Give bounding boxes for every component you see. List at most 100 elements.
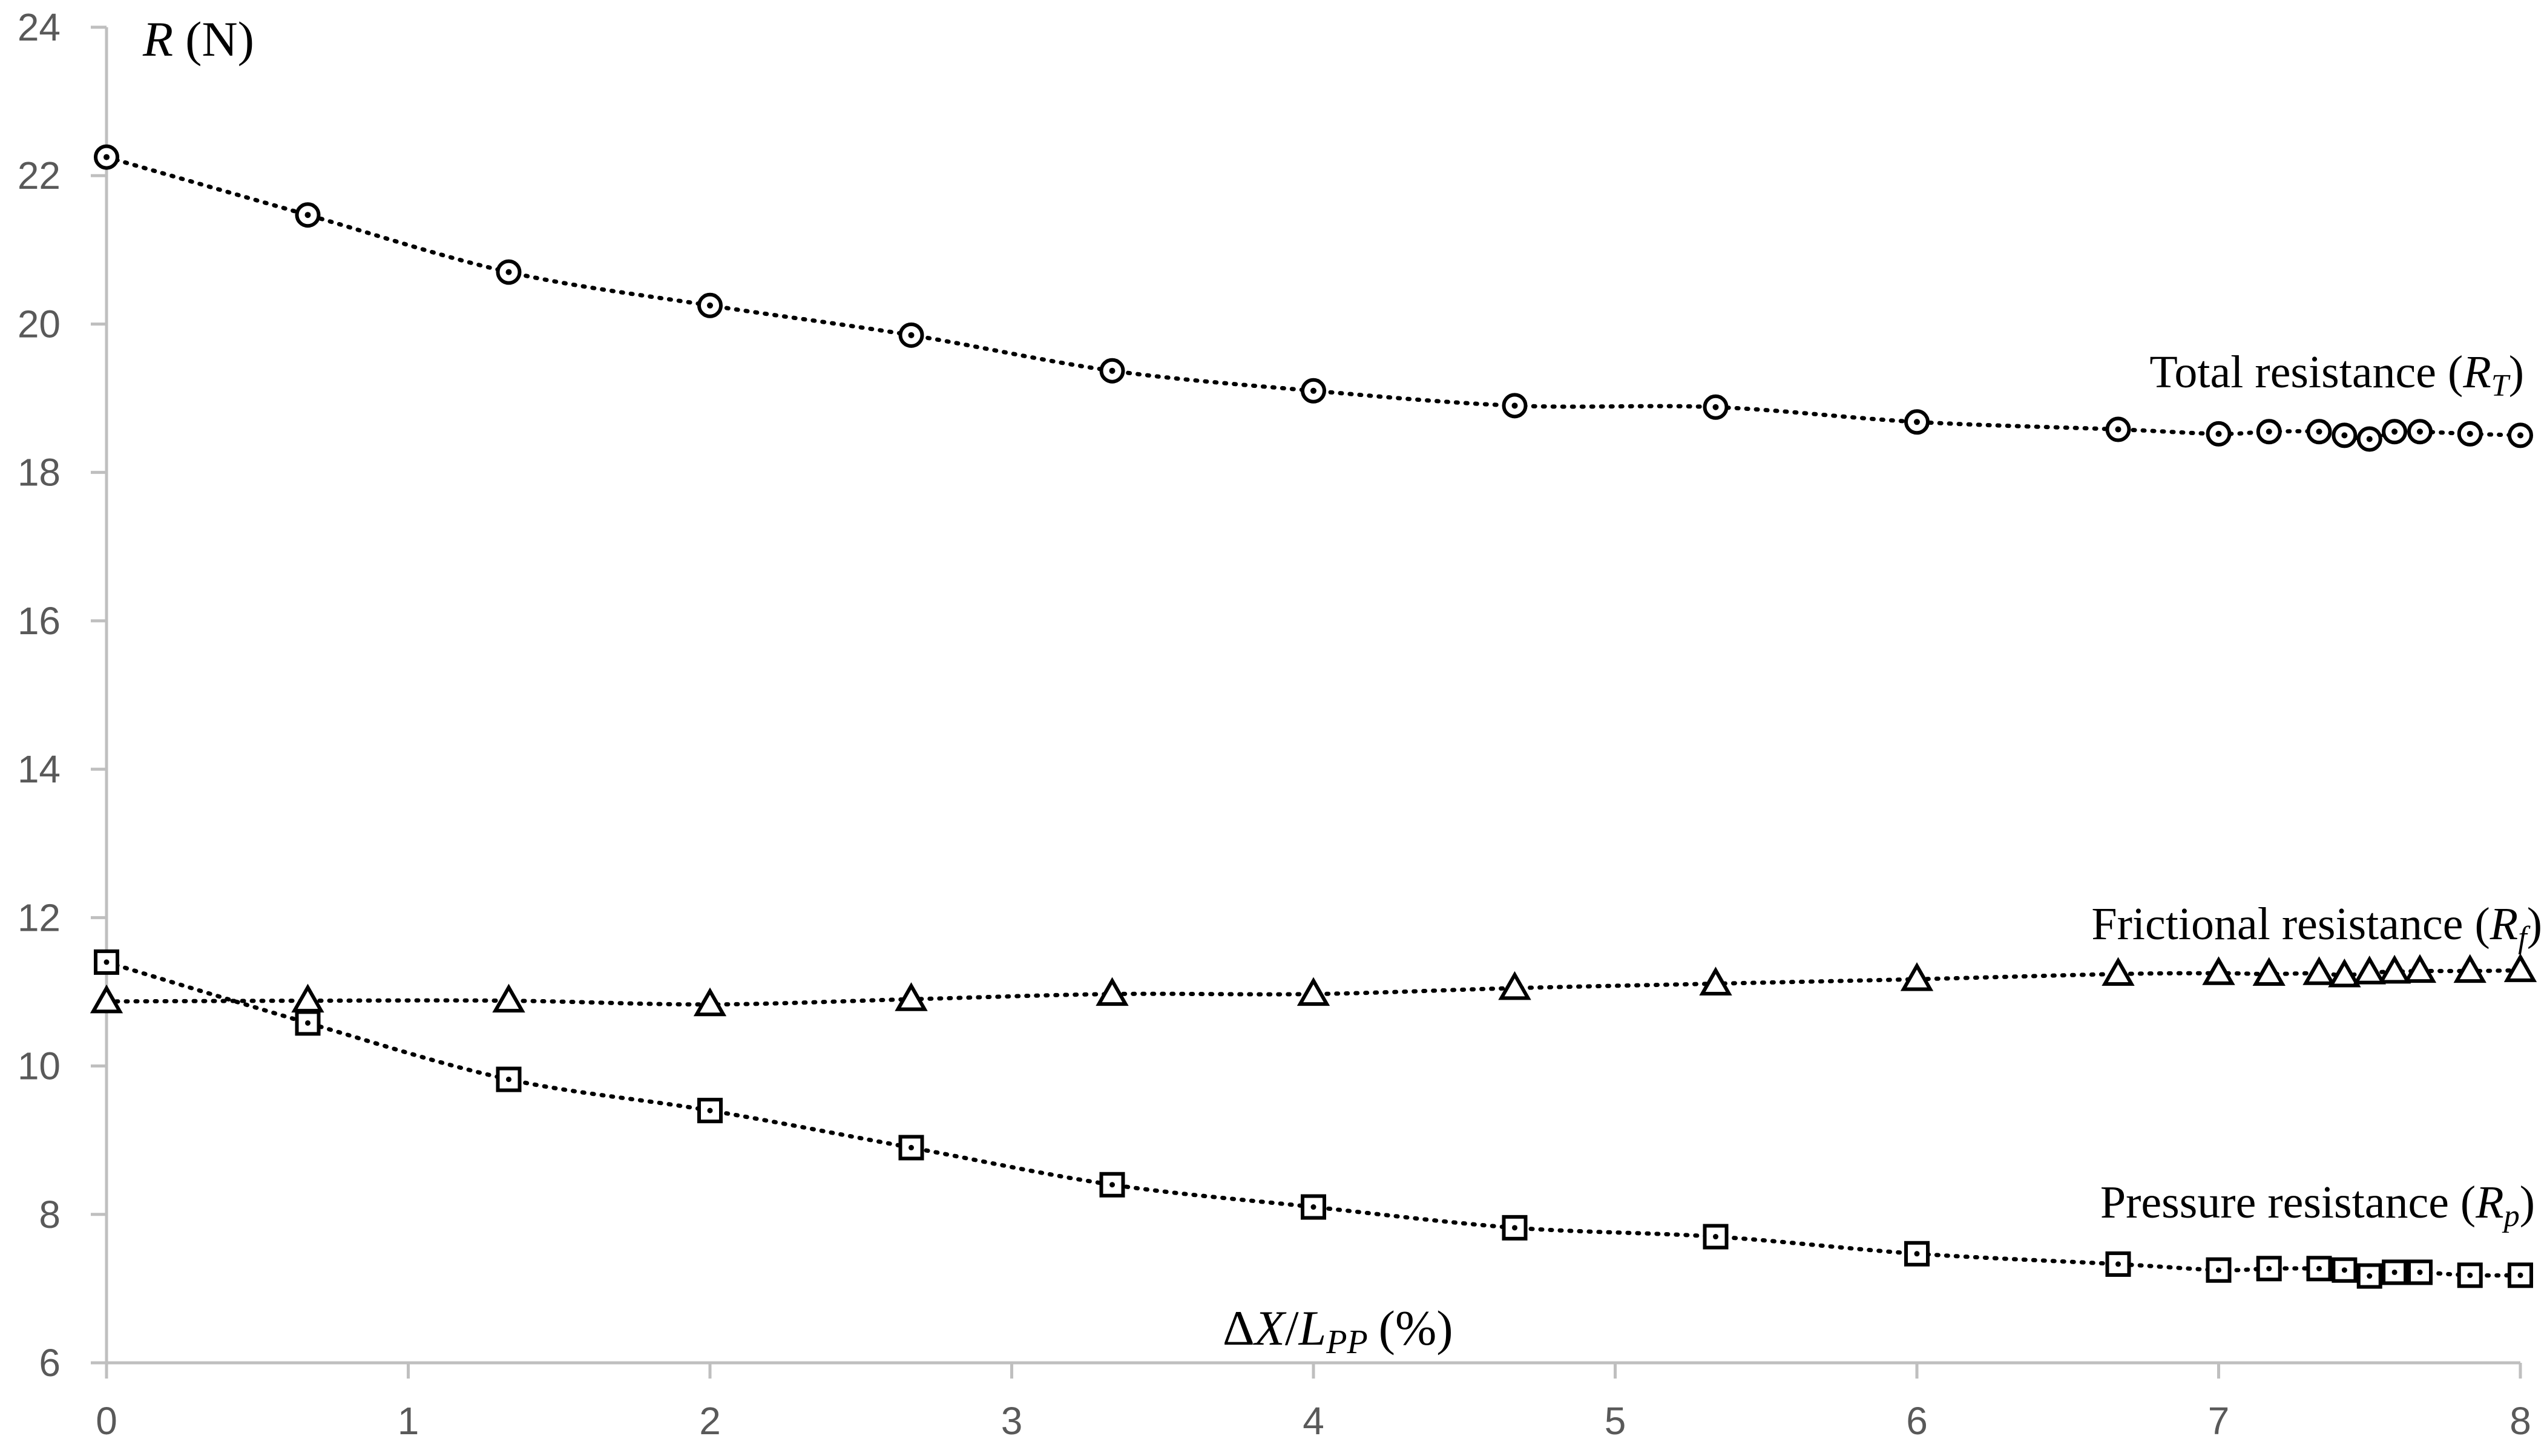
series-label-frictional-text: Frictional resistance ( bbox=[2091, 899, 2489, 949]
point-marker-center bbox=[2215, 430, 2222, 437]
point-marker-center bbox=[2115, 426, 2121, 433]
point-marker-center bbox=[2341, 432, 2348, 439]
point-marker-center bbox=[2266, 428, 2272, 435]
series-label-frictional: Frictional resistance (Rf) bbox=[2091, 899, 2542, 955]
y-axis-ticks: 6 8 10 12 14 16 18 20 22 24 bbox=[18, 5, 107, 1385]
point-marker-center bbox=[104, 959, 110, 965]
trendline-pressure bbox=[104, 960, 2523, 1279]
point-total bbox=[1904, 409, 1930, 435]
point-marker bbox=[291, 983, 324, 1013]
point-marker-center bbox=[2391, 1269, 2397, 1275]
point-marker bbox=[2503, 953, 2537, 982]
point-marker-center bbox=[2417, 1269, 2423, 1275]
x-tick-label: 0 bbox=[96, 1399, 117, 1443]
point-pressure bbox=[1099, 1172, 1125, 1198]
y-tick-label: 10 bbox=[18, 1044, 61, 1088]
point-total bbox=[2256, 419, 2282, 445]
y-axis-label: R (N) bbox=[142, 11, 254, 67]
x-axis-label-x: X bbox=[1253, 1300, 1287, 1356]
point-pressure bbox=[295, 1010, 321, 1036]
point-marker-center bbox=[1310, 387, 1316, 394]
point-frictional bbox=[1900, 962, 1934, 991]
x-axis-label-unit: (%) bbox=[1379, 1300, 1453, 1356]
point-marker bbox=[2252, 957, 2286, 986]
point-marker bbox=[90, 984, 123, 1014]
point-marker-center bbox=[707, 1107, 713, 1113]
point-pressure bbox=[2356, 1263, 2382, 1289]
point-marker bbox=[2353, 956, 2386, 985]
point-total bbox=[2508, 422, 2533, 448]
point-pressure bbox=[2256, 1256, 2282, 1282]
x-axis-label-l: L bbox=[1298, 1300, 1327, 1356]
x-tick-label: 8 bbox=[2509, 1399, 2531, 1443]
series-label-frictional-var: R bbox=[2489, 899, 2518, 949]
point-marker-center bbox=[2316, 428, 2322, 435]
x-tick-label: 6 bbox=[1906, 1399, 1928, 1443]
point-marker-center bbox=[2367, 1273, 2373, 1279]
point-marker-center bbox=[908, 1144, 914, 1150]
point-marker-center bbox=[1511, 1225, 1517, 1231]
y-axis-label-var: R bbox=[142, 11, 173, 67]
y-tick-label: 24 bbox=[18, 5, 61, 49]
point-marker-center bbox=[1511, 402, 1518, 409]
point-total bbox=[2382, 419, 2408, 445]
point-marker bbox=[2328, 958, 2361, 988]
point-pressure bbox=[2508, 1262, 2533, 1288]
point-marker-center bbox=[2391, 428, 2398, 435]
point-frictional bbox=[2252, 957, 2286, 986]
point-marker-center bbox=[2467, 1272, 2473, 1278]
point-total bbox=[697, 292, 723, 318]
point-pressure bbox=[2332, 1257, 2358, 1283]
point-frictional bbox=[1096, 977, 1129, 1006]
point-marker-center bbox=[1914, 1251, 1920, 1257]
point-total bbox=[2332, 422, 2358, 448]
point-frictional bbox=[1498, 971, 1531, 1000]
point-total bbox=[2105, 416, 2131, 442]
point-frictional bbox=[1297, 977, 1330, 1006]
y-axis-label-unit: (N) bbox=[185, 11, 254, 67]
point-frictional bbox=[2102, 957, 2135, 986]
point-marker bbox=[492, 983, 525, 1013]
point-pressure bbox=[2306, 1256, 2332, 1282]
point-marker-center bbox=[2115, 1261, 2121, 1267]
y-tick-label: 14 bbox=[18, 747, 61, 791]
point-marker bbox=[2378, 954, 2411, 984]
point-marker-center bbox=[104, 154, 110, 160]
series-label-pressure-sub: p bbox=[2502, 1199, 2520, 1233]
point-marker-center bbox=[2341, 1267, 2347, 1273]
series-label-total-text: Total resistance ( bbox=[2149, 347, 2463, 398]
x-tick-label: 2 bbox=[699, 1399, 721, 1443]
point-frictional bbox=[2453, 954, 2486, 983]
point-total bbox=[1502, 393, 1528, 419]
point-pressure bbox=[2382, 1259, 2408, 1285]
point-marker-center bbox=[908, 332, 915, 338]
y-tick-label: 20 bbox=[18, 302, 61, 346]
point-frictional bbox=[2403, 954, 2437, 983]
point-marker-center bbox=[2266, 1265, 2272, 1271]
point-frictional bbox=[2378, 954, 2411, 984]
point-marker-center bbox=[2216, 1267, 2221, 1273]
point-marker-center bbox=[1310, 1204, 1316, 1210]
point-marker-center bbox=[2366, 436, 2373, 442]
series-label-pressure-var: R bbox=[2475, 1177, 2503, 1228]
point-marker-center bbox=[2517, 1272, 2523, 1278]
point-frictional bbox=[291, 983, 324, 1013]
series-label-total-var: R bbox=[2462, 347, 2491, 398]
point-total bbox=[1703, 394, 1729, 420]
point-marker bbox=[1498, 971, 1531, 1000]
x-axis-label-delta: Δ bbox=[1223, 1300, 1255, 1356]
point-pressure bbox=[1904, 1241, 1930, 1267]
data-points bbox=[90, 144, 2537, 1289]
y-tick-label: 6 bbox=[39, 1341, 61, 1385]
point-pressure bbox=[496, 1066, 522, 1092]
point-pressure bbox=[2407, 1259, 2433, 1285]
point-total bbox=[2306, 419, 2332, 445]
series-label-total: Total resistance (RT) bbox=[2149, 347, 2524, 403]
point-total bbox=[2407, 419, 2433, 445]
point-frictional bbox=[2302, 956, 2336, 985]
point-total bbox=[1099, 358, 1125, 384]
point-frictional bbox=[90, 984, 123, 1014]
point-marker bbox=[2302, 956, 2336, 985]
point-pressure bbox=[898, 1135, 924, 1161]
